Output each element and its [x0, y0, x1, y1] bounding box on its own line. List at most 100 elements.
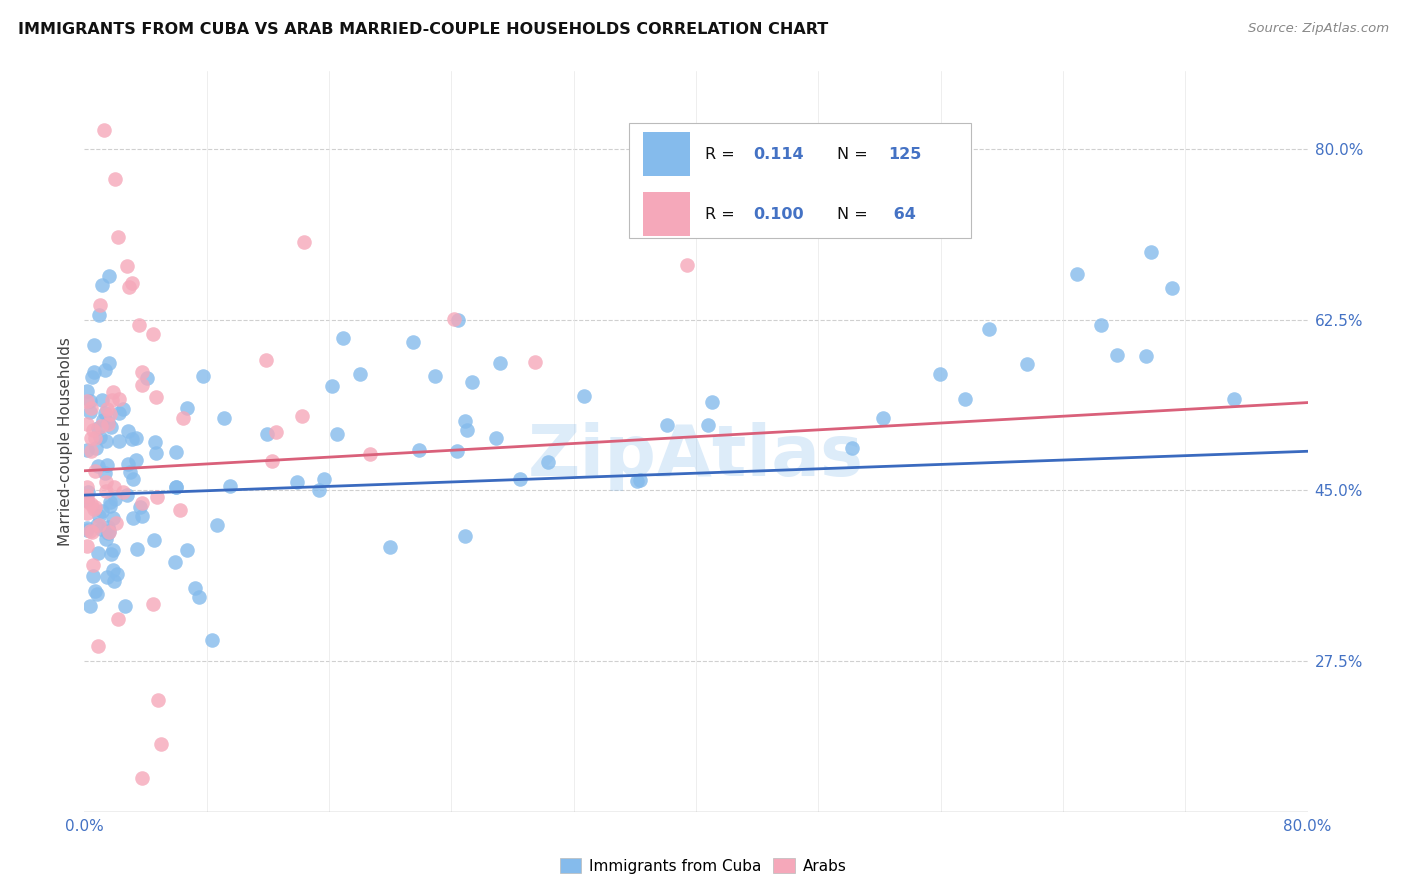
Point: [87, 421, 110, 435]
Point: [82, 558, 104, 573]
Point: [122, 511, 145, 525]
Point: [83, 500, 105, 514]
Legend: Immigrants from Cuba, Arabs: Immigrants from Cuba, Arabs: [554, 852, 852, 880]
Point: [572, 389, 595, 403]
Point: [80, 370, 103, 384]
Point: [76, 489, 98, 503]
Point: [184, 581, 207, 595]
Point: [125, 453, 148, 467]
Point: [90, 393, 112, 408]
Point: [97, 417, 120, 432]
Point: [89, 298, 111, 312]
Point: [103, 480, 125, 494]
Point: [89, 430, 111, 444]
Point: [118, 280, 141, 294]
Point: [260, 454, 283, 468]
Point: [101, 543, 124, 558]
Point: [84, 431, 107, 445]
Point: [94, 466, 117, 480]
Point: [172, 411, 194, 425]
Point: [107, 392, 129, 406]
Point: [1015, 357, 1038, 371]
Point: [103, 574, 125, 589]
Point: [87, 640, 110, 654]
Point: [702, 394, 724, 409]
Point: [97, 268, 120, 283]
Point: [100, 419, 122, 434]
Text: R =: R =: [704, 207, 734, 222]
Point: [101, 385, 124, 400]
Point: [537, 455, 560, 469]
Point: [205, 517, 228, 532]
Point: [149, 737, 172, 751]
Point: [628, 473, 651, 487]
Point: [131, 771, 153, 785]
Point: [97, 524, 120, 538]
Point: [135, 371, 157, 385]
Point: [98, 495, 121, 509]
Point: [308, 483, 330, 497]
Point: [1140, 245, 1163, 260]
Point: [117, 424, 139, 438]
Point: [93, 363, 115, 377]
Point: [115, 259, 138, 273]
Point: [115, 487, 138, 501]
Point: [163, 555, 186, 569]
Point: [105, 566, 128, 581]
Point: [87, 459, 110, 474]
Point: [1135, 349, 1157, 363]
Point: [378, 540, 401, 554]
Point: [80, 401, 103, 416]
Point: [332, 331, 354, 345]
Y-axis label: Married-couple Households: Married-couple Households: [58, 337, 73, 546]
Point: [83, 365, 105, 379]
FancyBboxPatch shape: [644, 132, 690, 177]
Point: [127, 541, 149, 556]
Point: [121, 432, 143, 446]
Point: [169, 502, 191, 516]
Text: 0.100: 0.100: [754, 207, 804, 222]
Point: [142, 533, 165, 548]
Point: [79, 524, 101, 539]
Point: [96, 533, 118, 547]
Point: [176, 543, 198, 558]
Point: [91, 277, 114, 292]
Point: [76, 493, 98, 508]
Point: [76, 506, 98, 520]
Point: [176, 401, 198, 415]
Point: [524, 355, 547, 369]
Text: N =: N =: [837, 207, 868, 222]
Text: Source: ZipAtlas.com: Source: ZipAtlas.com: [1249, 22, 1389, 36]
Point: [100, 407, 122, 421]
Point: [90, 419, 112, 434]
Point: [80, 497, 103, 511]
Point: [129, 500, 152, 515]
Point: [254, 352, 277, 367]
Point: [94, 434, 117, 448]
Point: [489, 356, 512, 370]
Point: [929, 367, 952, 381]
Point: [114, 599, 136, 614]
Point: [89, 517, 111, 532]
Point: [657, 418, 679, 433]
Point: [509, 472, 531, 486]
Text: 0.114: 0.114: [754, 147, 804, 161]
Point: [193, 369, 215, 384]
Point: [97, 525, 120, 540]
Point: [83, 502, 105, 516]
Point: [165, 480, 187, 494]
Point: [408, 443, 430, 458]
Point: [484, 431, 506, 445]
Point: [165, 480, 187, 494]
Point: [219, 479, 242, 493]
Point: [82, 423, 104, 437]
Point: [98, 499, 121, 513]
Point: [447, 313, 470, 327]
Point: [131, 508, 153, 523]
Point: [94, 483, 117, 498]
Point: [131, 366, 153, 380]
Point: [125, 431, 148, 445]
Text: R =: R =: [704, 147, 734, 161]
Point: [77, 484, 100, 499]
Point: [97, 416, 120, 430]
